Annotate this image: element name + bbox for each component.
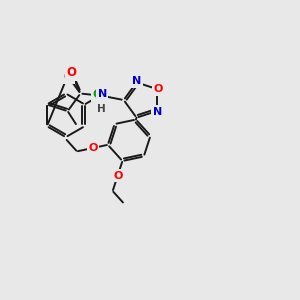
Text: N: N xyxy=(153,107,162,117)
Text: Cl: Cl xyxy=(92,88,105,101)
Text: O: O xyxy=(113,170,122,181)
Text: O: O xyxy=(64,72,73,82)
Text: O: O xyxy=(154,84,163,94)
Text: O: O xyxy=(88,143,98,153)
Text: N: N xyxy=(98,89,107,99)
Text: H: H xyxy=(98,104,106,114)
Text: O: O xyxy=(67,66,76,79)
Text: N: N xyxy=(132,76,141,86)
